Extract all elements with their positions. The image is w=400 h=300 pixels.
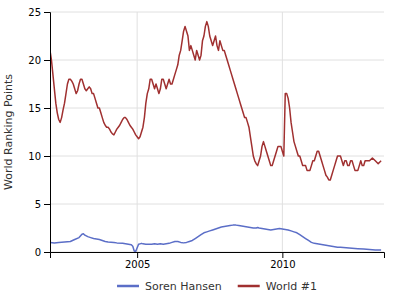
chart-container: 2005 2010 0 5 10 15 20 25 World Ranking Points So… (0, 0, 400, 300)
x-axis: 2005 2010 (51, 252, 385, 270)
y-tick: 25 (28, 7, 50, 18)
y-tick-mark (44, 12, 50, 13)
y-grid-line (50, 204, 384, 205)
series-line (50, 225, 381, 251)
y-tick-mark (44, 204, 50, 205)
y-tick-label: 5 (35, 199, 41, 210)
series-line (50, 22, 381, 180)
chart-svg: 2005 2010 0 5 10 15 20 25 World Ranking Points So… (0, 0, 400, 300)
x-tick: 2010 (270, 252, 295, 270)
y-axis-line (44, 13, 51, 253)
y-tick: 15 (28, 103, 50, 114)
x-tick-label: 2005 (125, 259, 150, 270)
y-grid-line (50, 60, 384, 61)
y-tick-mark (44, 60, 50, 61)
x-tick-mark (282, 252, 283, 258)
legend-swatch (117, 285, 139, 288)
y-tick-label: 0 (35, 247, 41, 258)
x-tick-label: 2010 (270, 259, 295, 270)
legend-label: World #1 (266, 280, 317, 293)
y-tick-label: 20 (28, 55, 41, 66)
y-tick-label: 15 (28, 103, 41, 114)
legend-item: Soren Hansen (117, 280, 222, 293)
y-tick: 0 (35, 247, 50, 258)
series-group (50, 22, 381, 252)
y-tick: 20 (28, 55, 50, 66)
y-axis: 0 5 10 15 20 25 (28, 7, 50, 258)
y-axis-title: World Ranking Points (2, 74, 15, 190)
x-grid-line (137, 12, 138, 252)
legend-swatch (238, 285, 260, 288)
x-grid-line (282, 12, 283, 252)
y-tick: 10 (28, 151, 50, 162)
x-axis-line (51, 253, 385, 259)
x-tick-mark (137, 252, 138, 258)
y-tick-mark (44, 252, 50, 253)
y-tick-label: 25 (28, 7, 41, 18)
y-tick-mark (44, 108, 50, 109)
y-tick-mark (44, 156, 50, 157)
legend: Soren Hansen World #1 (117, 280, 317, 293)
x-tick: 2005 (125, 252, 150, 270)
y-grid-line (50, 156, 384, 157)
plot-area: 2005 2010 0 5 10 15 20 25 World Ranking Points (2, 7, 385, 270)
y-tick-label: 10 (28, 151, 41, 162)
grid (50, 12, 384, 252)
y-grid-line (50, 12, 384, 13)
y-tick: 5 (35, 199, 50, 210)
legend-label: Soren Hansen (145, 280, 222, 293)
legend-item: World #1 (238, 280, 317, 293)
